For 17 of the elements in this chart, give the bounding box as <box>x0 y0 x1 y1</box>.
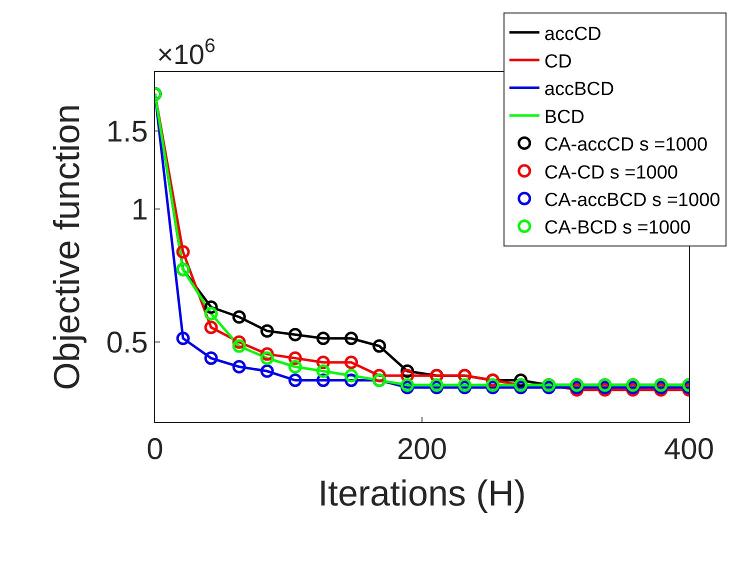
legend-label: accBCD <box>544 79 614 100</box>
legend-label: CD <box>544 51 572 72</box>
legend-label: CA-CD s =1000 <box>544 162 678 184</box>
x-tick-label: 200 <box>396 433 448 466</box>
y-axis-title: Objective function <box>46 104 88 390</box>
x-axis-title: Iterations (H) <box>318 472 526 514</box>
legend-label: CA-BCD s =1000 <box>544 218 691 239</box>
x-tick-label: 400 <box>664 433 714 466</box>
y-tick-label: 0.5 <box>106 326 148 360</box>
text: ×10$^{6}$ <box>157 35 216 70</box>
y-tick-label: 1.5 <box>106 116 148 149</box>
legend-label: CA-accBCD s =1000 <box>544 190 720 211</box>
x-tick-label: 0 <box>146 433 164 466</box>
legend-label: accCD <box>544 24 602 45</box>
legend-label: CA-accCD s =1000 <box>544 134 708 156</box>
legend-label: BCD <box>544 106 585 128</box>
y-tick-label: 1 <box>131 193 148 226</box>
